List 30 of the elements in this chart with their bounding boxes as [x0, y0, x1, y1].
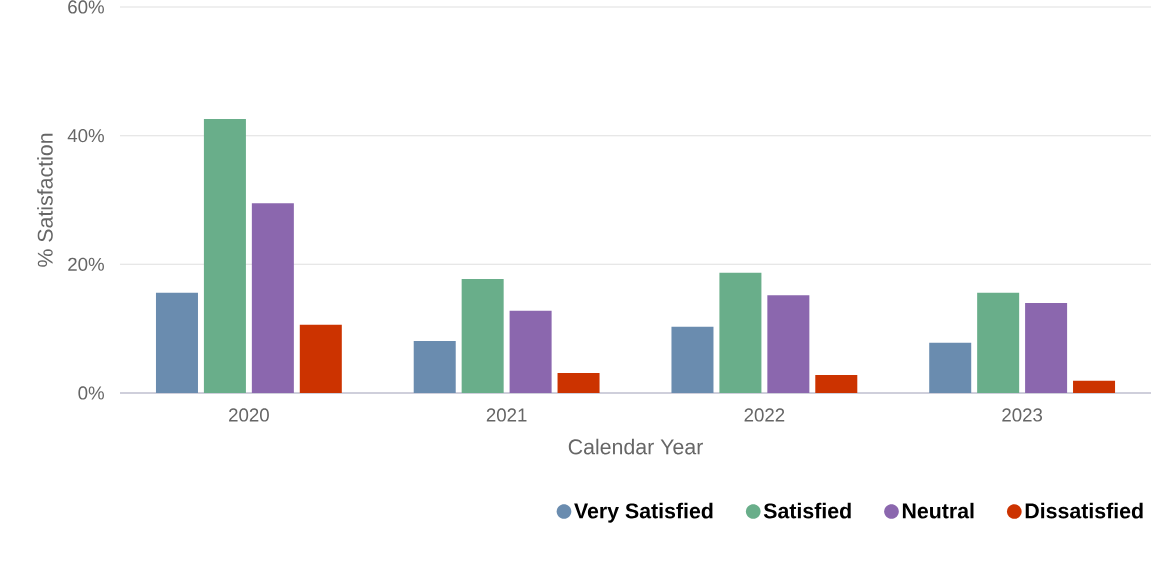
y-tick-label: 20% — [68, 257, 104, 271]
bar — [929, 342, 972, 393]
bar — [203, 118, 246, 393]
legend-label: Satisfied — [763, 502, 851, 519]
y-tick-label: 60% — [68, 0, 104, 14]
bar — [557, 373, 600, 393]
bar — [251, 203, 294, 393]
legend-label: Very Satisfied — [574, 502, 713, 523]
legend-label: Neutral — [902, 502, 974, 519]
bar — [299, 324, 342, 393]
bar — [719, 272, 762, 393]
bar — [413, 340, 456, 393]
bar — [155, 292, 198, 393]
bar — [509, 310, 552, 393]
x-tick-label: 2020 — [229, 408, 269, 422]
bar — [977, 292, 1020, 393]
bar — [815, 374, 858, 393]
y-tick-label: 40% — [67, 129, 104, 143]
x-tick-label: 2023 — [1002, 408, 1043, 422]
legend-label: Dissatisfied — [1025, 502, 1143, 519]
y-axis-title: % Satisfaction — [37, 133, 53, 267]
x-axis-title: Calendar Year — [568, 438, 703, 455]
bar — [1025, 302, 1068, 393]
y-tick-label: 0% — [78, 386, 104, 400]
x-tick-label: 2022 — [744, 408, 785, 422]
bar — [767, 295, 810, 393]
bar — [1073, 380, 1116, 393]
bar — [671, 326, 714, 393]
x-tick-label: 2021 — [486, 408, 527, 422]
bar — [461, 279, 504, 393]
